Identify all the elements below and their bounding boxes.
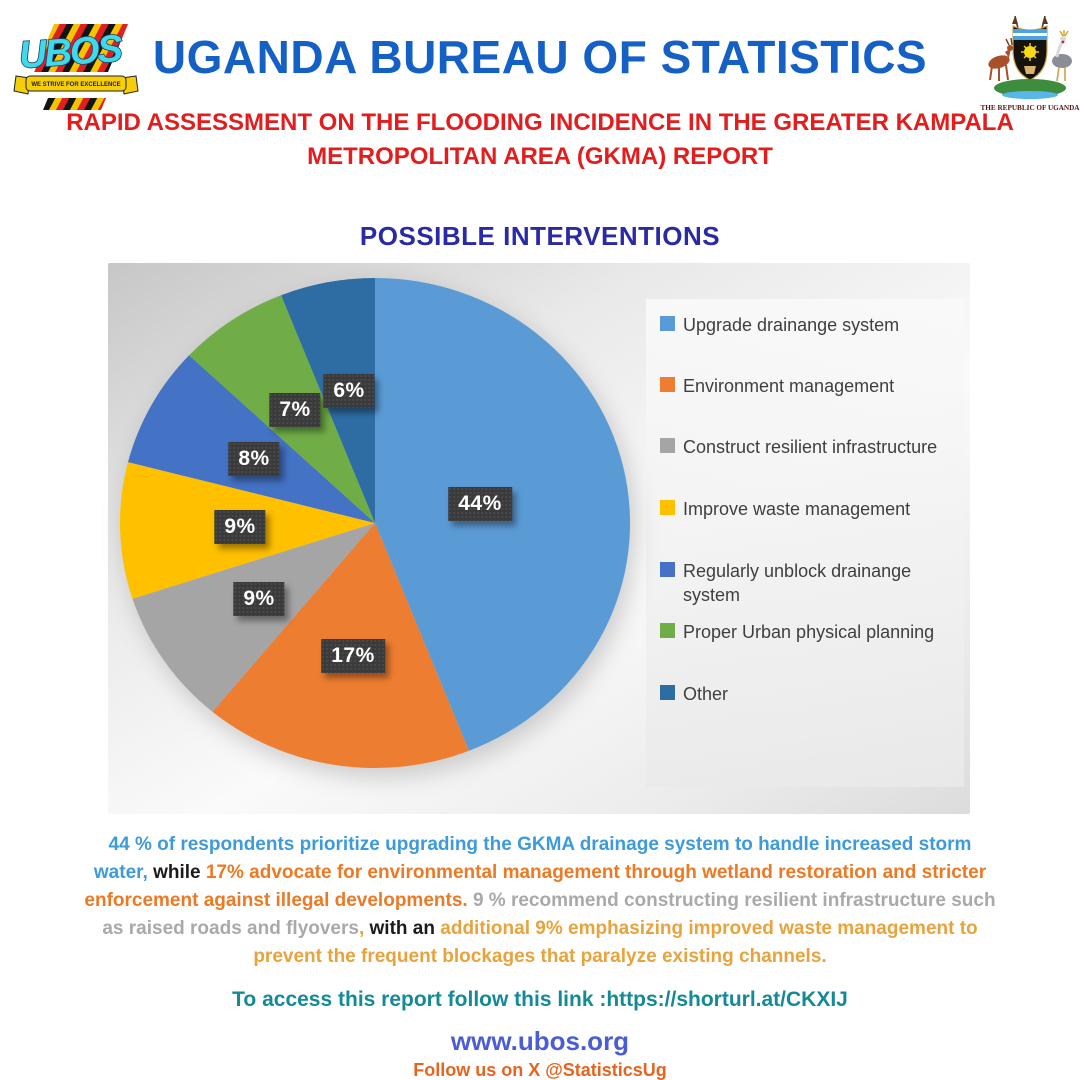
- legend-item: Upgrade drainange system: [660, 313, 899, 337]
- summary-segment: as raised roads and flyovers: [102, 918, 359, 939]
- legend-swatch-icon: [660, 623, 675, 638]
- legend-swatch-icon: [660, 438, 675, 453]
- coat-sun: [1024, 46, 1036, 58]
- summary-segment: enforcement against illegal developments…: [84, 890, 473, 911]
- legend-label: Improve waste management: [683, 499, 911, 519]
- page-title: UGANDA BUREAU OF STATISTICS: [152, 31, 928, 83]
- coat-river: [1002, 91, 1058, 99]
- legend-label: Proper Urban physical planning: [683, 622, 935, 642]
- website-link[interactable]: www.ubos.org: [450, 1026, 630, 1056]
- summary-line: water, while 17% advocate for environmen…: [0, 859, 1080, 887]
- coat-kob: [988, 37, 1013, 81]
- report-subtitle-line2: METROPOLITAN AREA (GKMA) REPORT: [307, 143, 773, 170]
- pie-data-label: 7%: [269, 393, 321, 427]
- legend-label: Regularly unblock drainange system: [683, 561, 912, 605]
- uganda-coat-of-arms-icon: THE REPUBLIC OF UGANDA: [981, 15, 1080, 112]
- legend-swatch-icon: [660, 500, 675, 515]
- legend-label: Upgrade drainange system: [683, 315, 900, 335]
- legend-item: Environment management: [660, 374, 894, 398]
- legend-swatch-icon: [660, 316, 675, 331]
- summary-segment: 44 % of respondents prioritize upgrading…: [108, 834, 972, 855]
- report-link[interactable]: To access this report follow this link :…: [232, 988, 848, 1011]
- summary-segment: additional 9% emphasizing improved waste…: [440, 918, 978, 939]
- logo-acronym: UBOS: [18, 28, 124, 77]
- legend-item: Other: [660, 682, 728, 706]
- pie-data-label: 8%: [228, 442, 280, 476]
- chart-title: POSSIBLE INTERVENTIONS: [359, 221, 721, 251]
- summary-segment: 9 % recommend constructing resilient inf…: [472, 890, 996, 911]
- logo-stripe-band-top: [34, 24, 128, 72]
- report-subtitle: RAPID ASSESSMENT ON THE FLOODING INCIDEN…: [0, 106, 1080, 174]
- logo-ribbon: [25, 75, 127, 92]
- legend-item: Regularly unblock drainange system: [660, 559, 969, 607]
- legend-item: Proper Urban physical planning: [660, 620, 934, 644]
- report-subtitle-line1: RAPID ASSESSMENT ON THE FLOODING INCIDEN…: [66, 109, 1014, 136]
- pie-chart-panel: 44% 17% 9% 9% 8% 7% 6% Upgrade drainange syste…: [108, 263, 970, 814]
- legend-item: Improve waste management: [660, 497, 910, 521]
- social-link[interactable]: Follow us on X @StatisticsUg: [413, 1060, 667, 1080]
- summary-segment: water,: [93, 862, 154, 883]
- summary-line: prevent the frequent blockages that para…: [0, 943, 1080, 971]
- pie-data-label: 17%: [321, 639, 385, 673]
- pie-data-labels: 44% 17% 9% 9% 8% 7% 6%: [108, 263, 970, 814]
- pie-slice-5: [128, 355, 375, 523]
- summary-segment: while: [153, 862, 206, 883]
- pie-data-label: 44%: [448, 487, 512, 521]
- summary-line: 44 % of respondents prioritize upgrading…: [0, 831, 1080, 859]
- pie-data-label: 9%: [233, 582, 285, 616]
- chart-legend: Upgrade drainange system Environment mana…: [108, 263, 970, 814]
- ubos-logo-icon: UBOS WE STRIVE FOR EXCELLENCE: [13, 24, 139, 110]
- logo-stripe-band-bottom: [43, 98, 106, 110]
- summary-segment: 17% advocate for environmental managemen…: [205, 862, 987, 883]
- coat-of-arms-caption: THE REPUBLIC OF UGANDA: [981, 104, 1080, 112]
- summary-line: as raised roads and flyovers, with an ad…: [0, 915, 1080, 943]
- summary-segment: with an: [369, 918, 441, 939]
- legend-label: Other: [683, 684, 729, 704]
- summary-paragraph: 44 % of respondents prioritize upgrading…: [0, 831, 1080, 971]
- summary-line: enforcement against illegal developments…: [0, 887, 1080, 915]
- coat-crested-crane: [1052, 30, 1072, 82]
- logo-ribbon-text: WE STRIVE FOR EXCELLENCE: [31, 82, 120, 88]
- legend-swatch-icon: [660, 377, 675, 392]
- legend-swatch-icon: [660, 685, 675, 700]
- summary-segment: ,: [358, 918, 370, 939]
- legend-background: [646, 299, 964, 787]
- pie-data-label: 6%: [323, 374, 375, 408]
- pie-slice-3: [132, 523, 375, 712]
- coat-drum: [1024, 66, 1036, 74]
- legend-label: Environment management: [683, 376, 895, 396]
- pie-data-label: 9%: [214, 510, 266, 544]
- legend-swatch-icon: [660, 562, 675, 577]
- legend-item: Construct resilient infrastructure: [660, 435, 937, 459]
- legend-label: Construct resilient infrastructure: [683, 437, 938, 457]
- summary-segment: prevent the frequent blockages that para…: [253, 946, 827, 967]
